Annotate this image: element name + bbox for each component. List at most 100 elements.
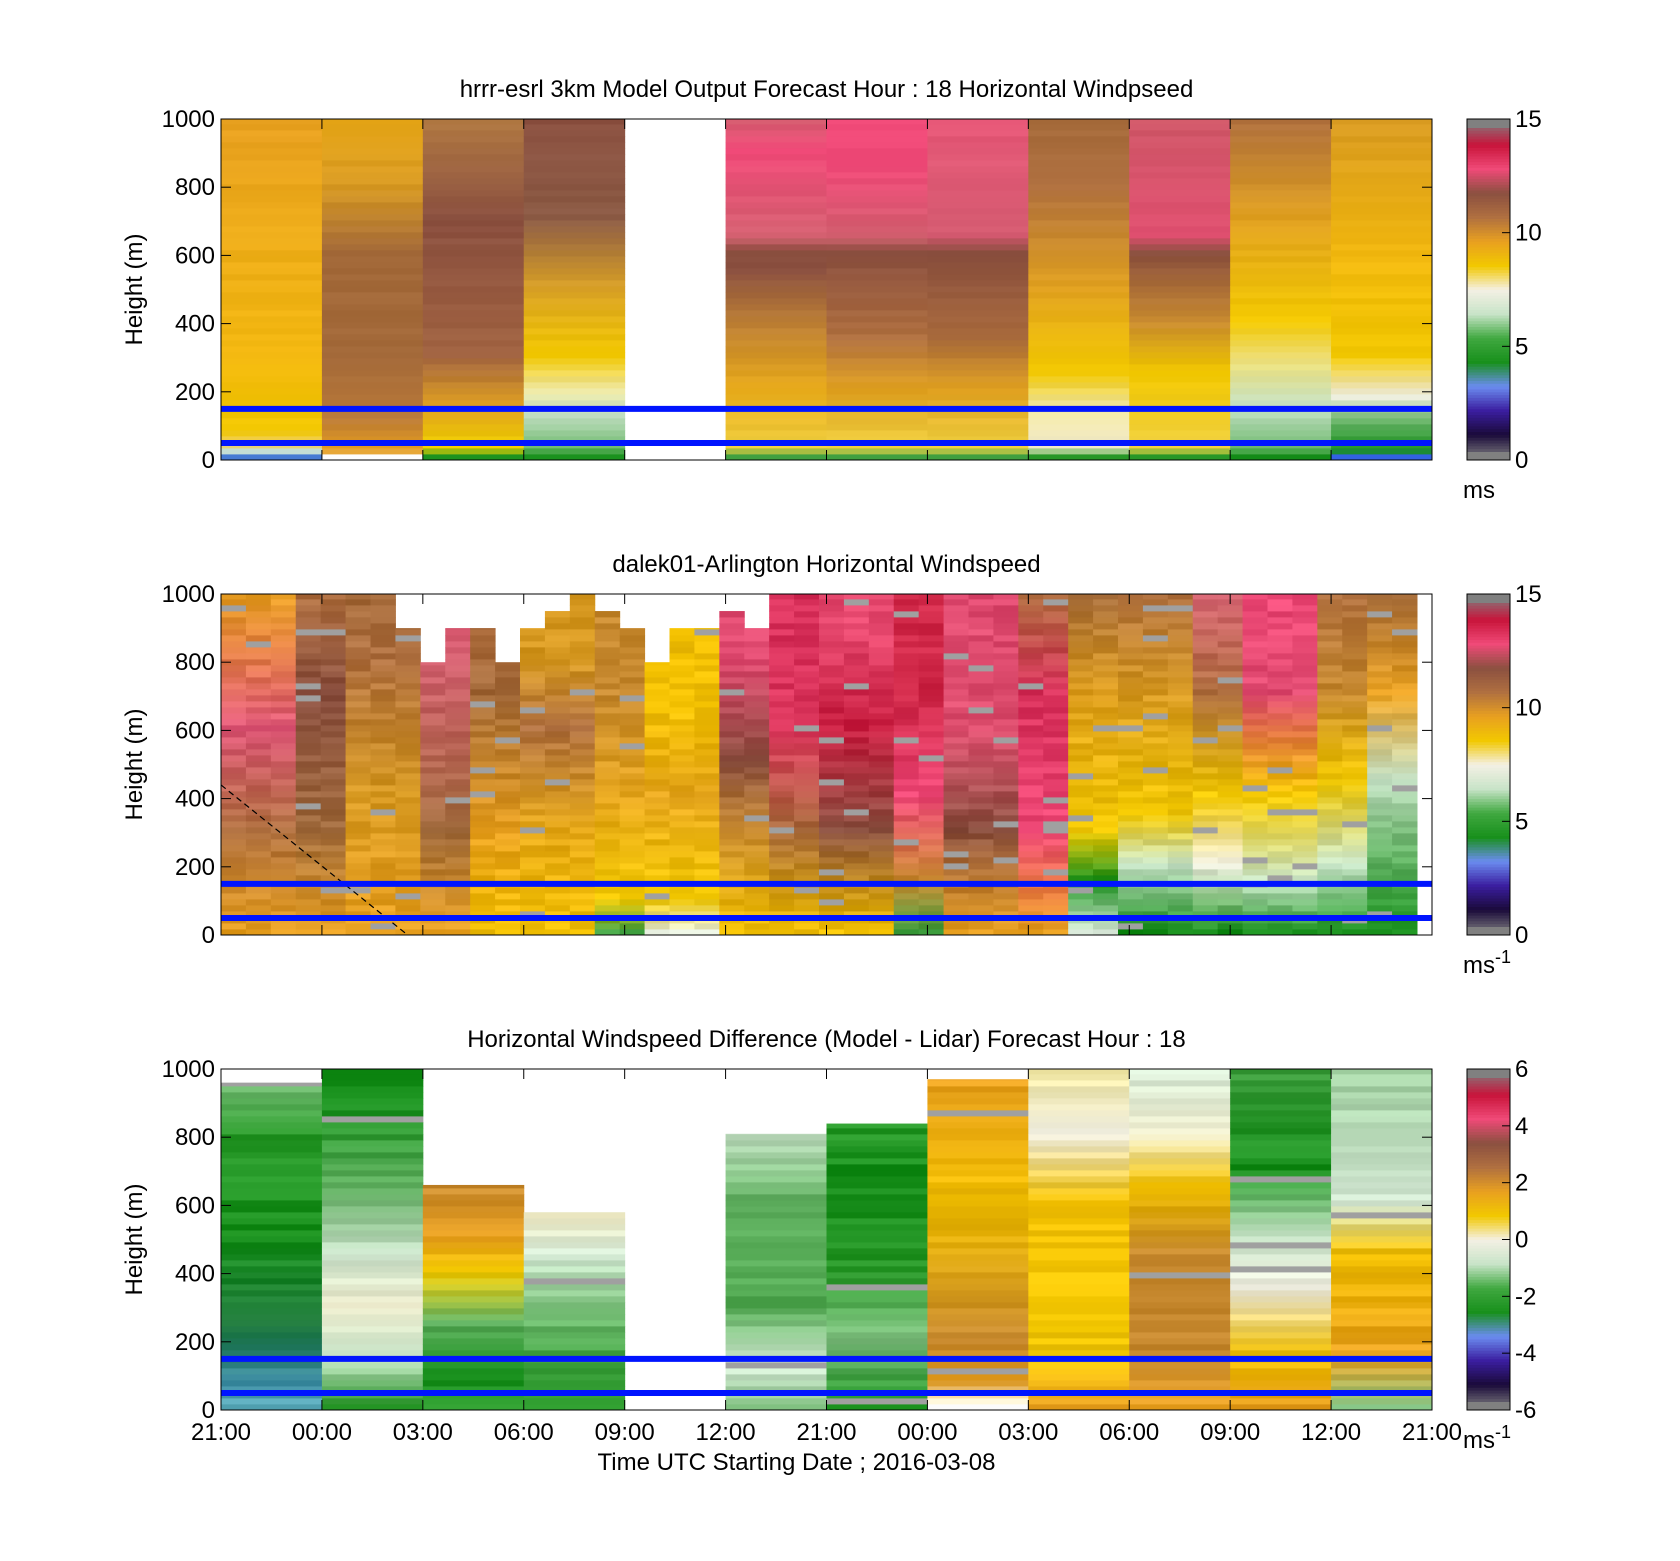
heatmap-cell bbox=[1230, 244, 1332, 251]
heatmap-cell bbox=[1367, 911, 1393, 918]
heatmap-cell bbox=[1192, 719, 1219, 726]
colorbar-segment bbox=[1467, 1350, 1510, 1354]
heatmap-cell bbox=[918, 665, 945, 672]
colorbar-segment bbox=[1467, 408, 1510, 413]
heatmap-cell bbox=[1317, 815, 1343, 822]
heatmap-cell bbox=[470, 629, 496, 636]
heatmap-cell bbox=[794, 659, 820, 666]
colorbar-segment bbox=[1467, 1392, 1510, 1397]
heatmap-cell bbox=[826, 244, 928, 251]
heatmap-cell bbox=[221, 755, 247, 762]
colorbar-segment bbox=[1467, 1321, 1510, 1326]
heatmap-cell bbox=[1392, 611, 1418, 618]
heatmap-cell bbox=[1068, 617, 1094, 624]
heatmap-cell bbox=[1068, 594, 1094, 600]
colorbar-segment bbox=[1467, 235, 1510, 239]
heatmap-cell bbox=[495, 809, 521, 816]
colorbar-segment bbox=[1467, 1367, 1510, 1371]
heatmap-cell bbox=[221, 178, 323, 185]
heatmap-cell bbox=[943, 923, 969, 930]
heatmap-cell bbox=[1217, 605, 1244, 612]
colorbar-segment bbox=[1467, 295, 1510, 299]
heatmap-cell bbox=[321, 412, 424, 419]
heatmap-cell bbox=[1142, 809, 1169, 816]
heatmap-cell bbox=[420, 839, 446, 846]
heatmap-cell bbox=[1129, 1098, 1231, 1105]
colorbar-segment bbox=[1467, 679, 1510, 683]
heatmap-cell bbox=[1367, 845, 1393, 852]
heatmap-cell bbox=[1267, 875, 1293, 882]
heatmap-cell bbox=[1129, 1146, 1231, 1153]
heatmap-cell bbox=[669, 737, 695, 744]
heatmap-cell bbox=[1192, 767, 1219, 774]
heatmap-cell bbox=[1192, 725, 1219, 732]
heatmap-cell bbox=[270, 893, 297, 900]
heatmap-cell bbox=[744, 689, 770, 696]
heatmap-cell bbox=[270, 809, 297, 816]
heatmap-cell bbox=[321, 1236, 424, 1243]
heatmap-cell bbox=[1230, 388, 1332, 395]
heatmap-cell bbox=[1028, 1140, 1130, 1147]
heatmap-cell bbox=[1167, 629, 1194, 636]
heatmap-cell bbox=[1242, 599, 1268, 606]
heatmap-cell bbox=[943, 605, 969, 612]
heatmap-cell bbox=[744, 635, 770, 642]
heatmap-cell bbox=[893, 695, 920, 702]
heatmap-cell bbox=[927, 310, 1029, 317]
heatmap-cell bbox=[918, 839, 945, 846]
heatmap-cell bbox=[943, 875, 969, 882]
heatmap-cell bbox=[694, 629, 720, 636]
heatmap-cell bbox=[544, 635, 571, 642]
heatmap-cell bbox=[819, 905, 845, 912]
heatmap-cell bbox=[295, 791, 322, 798]
heatmap-cell bbox=[927, 1116, 1029, 1123]
heatmap-cell bbox=[221, 1308, 323, 1315]
heatmap-cell bbox=[321, 1098, 424, 1105]
heatmap-cell bbox=[594, 641, 621, 648]
heatmap-cell bbox=[1367, 665, 1393, 672]
heatmap-cell bbox=[927, 1146, 1029, 1153]
heatmap-cell bbox=[1129, 364, 1231, 371]
heatmap-cell bbox=[1018, 743, 1044, 750]
heatmap-cell bbox=[893, 923, 920, 930]
heatmap-cell bbox=[1167, 689, 1194, 696]
heatmap-cell bbox=[644, 671, 670, 678]
heatmap-cell bbox=[270, 767, 297, 774]
heatmap-cell bbox=[345, 707, 371, 714]
heatmap-cell bbox=[868, 797, 895, 804]
heatmap-cell bbox=[1167, 863, 1194, 870]
heatmap-cell bbox=[927, 1266, 1029, 1273]
heatmap-cell bbox=[520, 869, 546, 876]
heatmap-cell bbox=[520, 821, 546, 828]
heatmap-cell bbox=[420, 713, 446, 720]
heatmap-cell bbox=[270, 779, 297, 786]
heatmap-cell bbox=[769, 893, 795, 900]
heatmap-cell bbox=[221, 322, 323, 329]
heatmap-cell bbox=[719, 737, 745, 744]
heatmap-cell bbox=[725, 208, 827, 215]
heatmap-cell bbox=[1292, 863, 1318, 870]
heatmap-cell bbox=[1342, 887, 1368, 894]
heatmap-cell bbox=[1230, 1212, 1332, 1219]
heatmap-cell bbox=[1292, 731, 1318, 738]
heatmap-cell bbox=[1028, 304, 1130, 311]
heatmap-cell bbox=[523, 292, 626, 299]
heatmap-cell bbox=[1129, 1194, 1231, 1201]
heatmap-cell bbox=[669, 821, 695, 828]
heatmap-cell bbox=[523, 238, 626, 245]
heatmap-cell bbox=[1230, 1338, 1332, 1345]
heatmap-cell bbox=[422, 334, 525, 341]
heatmap-cell bbox=[1118, 617, 1144, 624]
heatmap-cell bbox=[1068, 731, 1094, 738]
heatmap-cell bbox=[221, 1362, 323, 1369]
heatmap-cell bbox=[893, 743, 920, 750]
heatmap-cell bbox=[1028, 346, 1130, 353]
colorbar-segment bbox=[1467, 400, 1510, 404]
heatmap-cell bbox=[644, 905, 670, 912]
heatmap-cell bbox=[1331, 1314, 1433, 1321]
heatmap-cell bbox=[569, 899, 596, 906]
heatmap-cell bbox=[569, 773, 596, 780]
heatmap-cell bbox=[1167, 839, 1194, 846]
heatmap-cell bbox=[470, 647, 496, 654]
heatmap-cell bbox=[744, 839, 770, 846]
